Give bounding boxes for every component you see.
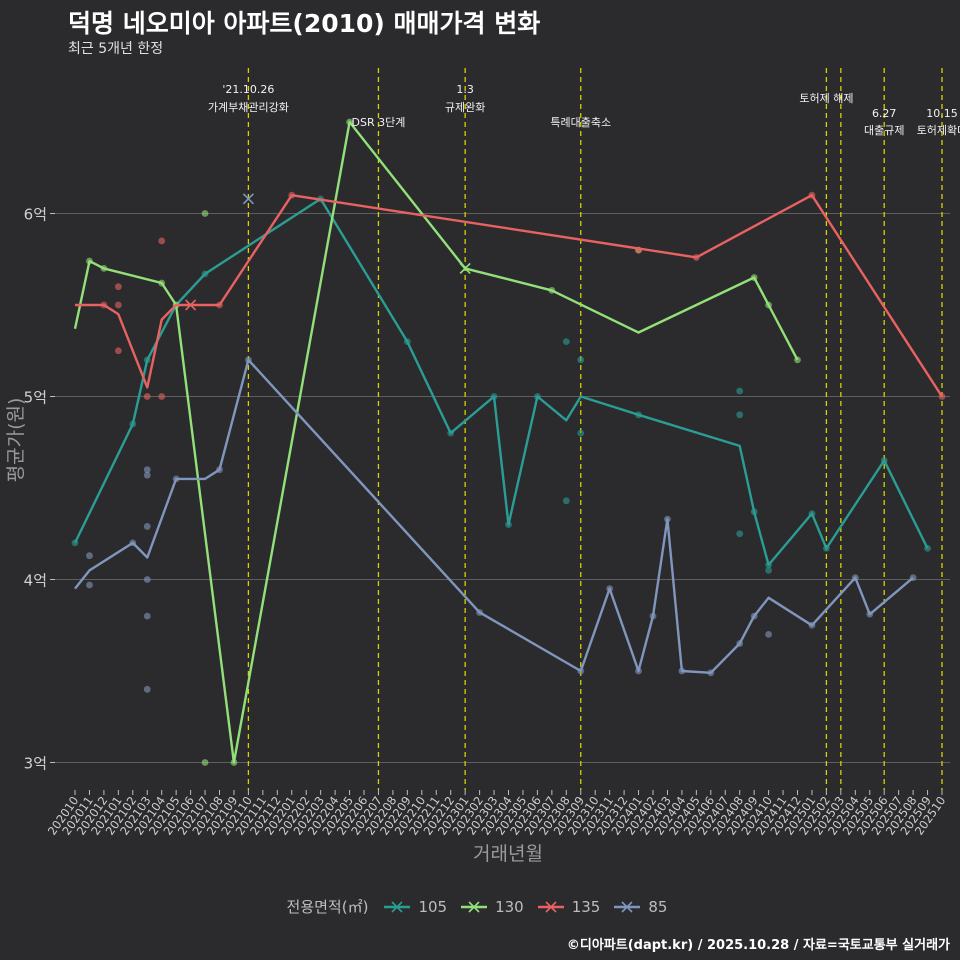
data-point (736, 387, 744, 395)
event-date: 10.15 (926, 107, 958, 120)
data-point (143, 685, 151, 693)
y-tick-label: 4억 (24, 572, 47, 590)
legend-swatch (537, 900, 564, 913)
data-point (158, 393, 166, 400)
legend: 전용면적(㎡) 105 130 135 85 (0, 896, 960, 917)
legend-item-85: 85 (612, 898, 667, 916)
data-point (158, 237, 166, 245)
legend-label: 130 (495, 897, 524, 916)
event-label: 토허제확대 (917, 124, 960, 137)
series-105 (71, 195, 931, 574)
event-label: DSR 3단계 (352, 116, 406, 129)
series-85 (74, 193, 917, 693)
event-label: 토허제 해제 (799, 91, 853, 105)
event-date: 6.27 (872, 107, 897, 120)
y-axis-label: 평균가(원) (5, 398, 27, 483)
chart-title: 덕명 네오미아 아파트(2010) 매매가격 변화 (68, 9, 541, 38)
data-point (201, 759, 209, 766)
series-130 (73, 118, 801, 766)
data-point (143, 612, 151, 620)
data-point (765, 631, 772, 638)
latest-marker (459, 262, 471, 274)
legend-label: 105 (418, 897, 448, 916)
event-lines (247, 68, 943, 790)
data-point (577, 356, 585, 364)
legend-item-105: 105 (382, 898, 447, 916)
data-point (562, 338, 570, 345)
latest-marker (242, 193, 254, 205)
x-axis: 2020102020112020122021012021022021032021… (45, 790, 948, 838)
legend-label: 85 (648, 897, 668, 916)
data-point (562, 497, 570, 505)
series-layer (71, 118, 946, 766)
event-date: '21.10.26 (222, 83, 274, 96)
data-point (143, 393, 151, 400)
series-135 (75, 191, 946, 400)
y-tick-label: 6억 (24, 206, 47, 224)
legend-item-130: 130 (459, 898, 524, 916)
series-line (74, 358, 914, 674)
legend-label: 135 (571, 897, 601, 916)
y-axis: 3억 4억 5억 6억 (24, 206, 55, 773)
data-point (143, 471, 151, 479)
event-date: 1.3 (456, 83, 474, 96)
event-label: 가계부채관리강화 (208, 101, 289, 114)
data-point (201, 210, 209, 217)
data-point (143, 576, 151, 583)
data-point (114, 347, 122, 355)
series-line (73, 120, 799, 764)
chart-subtitle: 최근 5개년 한정 (68, 41, 164, 57)
data-point (143, 466, 151, 474)
data-point (86, 581, 93, 589)
series-line (73, 197, 929, 567)
legend-item-135: 135 (536, 897, 601, 916)
series-line (75, 194, 944, 398)
event-label: 대출규제 (864, 124, 904, 137)
data-point (736, 530, 744, 538)
data-point (577, 429, 585, 437)
data-point (143, 523, 151, 530)
source-caption: ©디아파트(dapt.kr) / 2025.10.28 / 자료=국토교통부 실… (566, 938, 950, 953)
event-label: 규제완화 (445, 101, 485, 114)
legend-swatch (461, 900, 488, 913)
data-point (114, 301, 122, 309)
data-point (736, 411, 744, 419)
y-tick-label: 3억 (24, 755, 47, 773)
legend-title: 전용면적(㎡) (286, 898, 369, 916)
data-point (86, 552, 93, 560)
grid (55, 213, 950, 763)
y-tick-label: 5억 (24, 389, 47, 407)
legend-swatch (384, 900, 411, 913)
latest-marker (185, 299, 197, 311)
legend-swatch (614, 900, 641, 913)
x-axis-label: 거래년월 (473, 843, 543, 865)
event-label: 특례대출축소 (550, 116, 611, 129)
data-point (765, 566, 772, 574)
data-point (114, 283, 122, 291)
